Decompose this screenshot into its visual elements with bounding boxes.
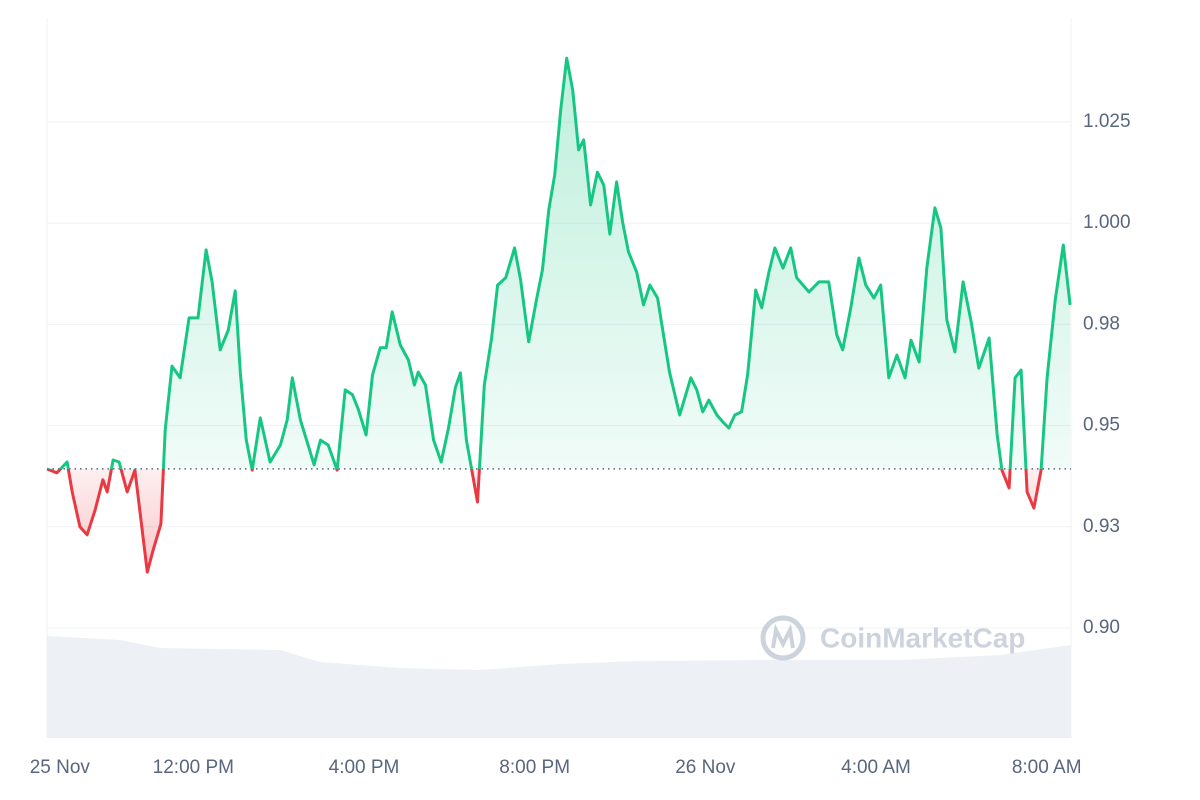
x-tick-label: 4:00 PM xyxy=(329,757,400,778)
x-tick-label: 4:00 AM xyxy=(841,757,911,778)
x-tick-label: 12:00 PM xyxy=(153,757,234,778)
x-tick-label: 8:00 AM xyxy=(1012,757,1082,778)
price-line xyxy=(47,56,1072,469)
watermark-text: CoinMarketCap xyxy=(820,622,1025,653)
watermark-logo-mark xyxy=(771,623,795,649)
watermark: CoinMarketCap xyxy=(760,615,1025,661)
y-tick-label: 0.95 xyxy=(1083,415,1120,436)
area-up xyxy=(47,58,1071,469)
y-tick-label: 0.98 xyxy=(1083,313,1120,334)
y-tick-label: 0.90 xyxy=(1083,617,1120,638)
x-tick-label: 25 Nov xyxy=(30,757,91,778)
y-tick-label: 0.93 xyxy=(1083,516,1120,537)
volume-area xyxy=(47,636,1071,738)
y-tick-label: 1.025 xyxy=(1083,111,1131,132)
y-tick-label: 1.000 xyxy=(1083,212,1131,233)
watermark-logo xyxy=(760,615,806,661)
x-tick-label: 26 Nov xyxy=(675,757,736,778)
x-tick-label: 8:00 PM xyxy=(499,757,570,778)
